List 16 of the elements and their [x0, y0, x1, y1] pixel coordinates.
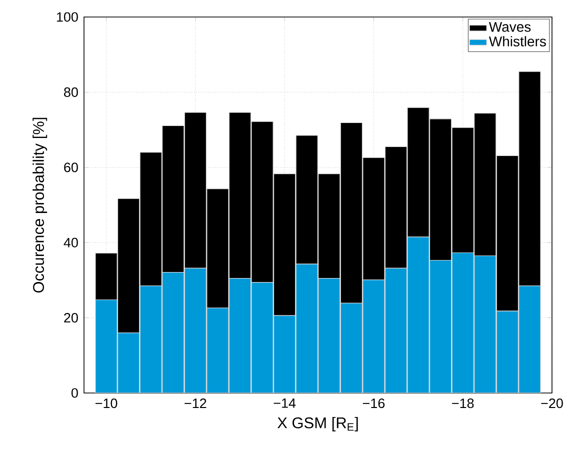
y-axis-title: Occurence probability [%] — [32, 118, 48, 293]
y-tick-label: 40 — [64, 238, 78, 248]
x-tick-label: −16 — [362, 398, 385, 408]
legend-label: Waves — [488, 22, 531, 32]
y-tick-label: 0 — [71, 388, 78, 398]
x-tick-label: −18 — [452, 398, 474, 408]
y-tick-label: 100 — [56, 12, 78, 22]
x-tick-label: −14 — [274, 398, 296, 408]
x-tick-label: −12 — [184, 398, 206, 408]
y-tick-label: 80 — [64, 87, 78, 97]
x-tick-label: −10 — [95, 398, 118, 408]
y-tick-label: 20 — [64, 313, 78, 323]
x-tick-label: −20 — [541, 398, 563, 408]
legend-label: Whistlers — [488, 36, 546, 46]
x-axis-title: X GSM [R$_{E}$] — [277, 416, 358, 432]
y-tick-label: 60 — [64, 162, 78, 172]
